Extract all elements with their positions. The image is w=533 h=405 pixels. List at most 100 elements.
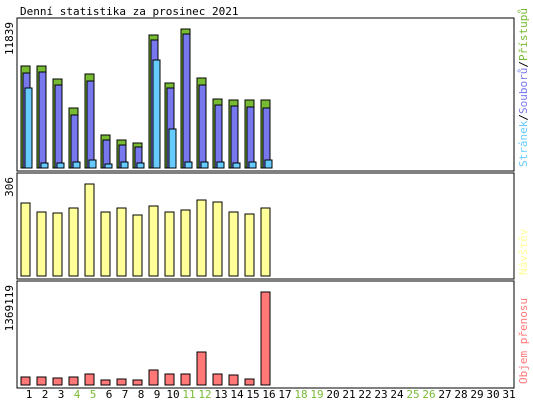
bar-visits-návštěv-day-4	[68, 207, 79, 277]
bar-volume-objem-přenosu-day-7	[116, 378, 127, 386]
panel-legend: Návštěv	[517, 228, 530, 275]
day-label: 15	[246, 388, 259, 401]
bar-volume-objem-přenosu-day-2	[36, 376, 47, 386]
bar-traffic-souborů-day-13	[214, 104, 223, 169]
bar-visits-návštěv-day-8	[132, 214, 143, 277]
day-label: 9	[154, 388, 161, 401]
chart-title: Denní statistika za prosinec 2021	[20, 5, 239, 18]
day-label: 4	[74, 388, 81, 401]
bar-visits-návštěv-day-3	[52, 212, 63, 277]
day-label: 3	[58, 388, 65, 401]
bar-traffic-souborů-day-16	[262, 107, 271, 169]
day-label: 11	[182, 388, 195, 401]
bar-visits-návštěv-day-5	[84, 183, 95, 277]
bar-visits-návštěv-day-14	[228, 211, 239, 277]
bar-volume-objem-přenosu-day-12	[196, 351, 207, 386]
bar-visits-návštěv-day-15	[244, 213, 255, 277]
day-label: 21	[342, 388, 355, 401]
bar-traffic-stránek-day-14	[232, 162, 241, 169]
panel-legend: Stránek/Souborů/Přístupů	[517, 8, 530, 167]
bar-traffic-stránek-day-15	[248, 161, 257, 169]
bar-traffic-stránek-day-12	[200, 161, 209, 169]
bar-visits-návštěv-day-12	[196, 199, 207, 277]
day-label: 31	[502, 388, 515, 401]
day-label: 12	[198, 388, 211, 401]
day-label: 26	[422, 388, 435, 401]
bar-traffic-stránek-day-8	[136, 162, 145, 169]
day-label: 25	[406, 388, 419, 401]
bar-traffic-stránek-day-1	[24, 87, 33, 169]
legend-item: Návštěv	[517, 228, 530, 275]
bar-visits-návštěv-day-10	[164, 211, 175, 277]
bar-traffic-stránek-day-7	[120, 161, 129, 169]
bar-volume-objem-přenosu-day-4	[68, 376, 79, 386]
legend-item: /	[517, 114, 530, 121]
bar-traffic-stránek-day-16	[264, 159, 273, 169]
panel-max-label: 306	[3, 177, 16, 197]
bar-volume-objem-přenosu-day-10	[164, 373, 175, 386]
bar-traffic-stránek-day-4	[72, 161, 81, 169]
bar-traffic-souborů-day-4	[70, 114, 79, 169]
bar-traffic-stránek-day-10	[168, 128, 177, 169]
bar-visits-návštěv-day-9	[148, 205, 159, 277]
day-label: 23	[374, 388, 387, 401]
legend-item: Objem přenosu	[517, 298, 530, 384]
legend-item: Přístupů	[517, 8, 530, 61]
bar-traffic-stránek-day-11	[184, 161, 193, 169]
bar-volume-objem-přenosu-day-5	[84, 373, 95, 386]
bar-visits-návštěv-day-1	[20, 202, 31, 277]
day-label: 16	[262, 388, 275, 401]
panel-visits: 306 Návštěv	[3, 172, 530, 280]
bar-traffic-stránek-day-13	[216, 161, 225, 169]
legend-item: /	[517, 61, 530, 68]
day-label: 2	[42, 388, 49, 401]
bar-traffic-stránek-day-3	[56, 162, 65, 169]
bar-volume-objem-přenosu-day-14	[228, 374, 239, 386]
bar-traffic-stránek-day-2	[40, 162, 49, 169]
bar-traffic-souborů-day-11	[182, 33, 191, 169]
day-label: 19	[310, 388, 323, 401]
bar-volume-objem-přenosu-day-1	[20, 376, 31, 386]
day-label: 22	[358, 388, 371, 401]
bar-volume-objem-přenosu-day-8	[132, 379, 143, 386]
bar-volume-objem-přenosu-day-15	[244, 378, 255, 386]
bar-visits-návštěv-day-13	[212, 201, 223, 277]
bar-visits-návštěv-day-6	[100, 211, 111, 277]
bar-traffic-souborů-day-5	[86, 80, 95, 169]
bar-visits-návštěv-day-16	[260, 207, 271, 277]
bar-traffic-souborů-day-14	[230, 105, 239, 169]
day-label: 27	[438, 388, 451, 401]
panel-max-label: 1369119	[3, 285, 16, 331]
legend-item: Souborů	[517, 68, 530, 114]
x-axis-day-labels: 1 2 3 4 5 6 7 8 9 10 11 12 13 14 15 16 17 18 19 20 21 22 23 24 2…	[26, 388, 516, 401]
bar-volume-objem-přenosu-day-9	[148, 369, 159, 386]
day-label: 8	[138, 388, 145, 401]
bar-visits-návštěv-day-11	[180, 209, 191, 277]
day-label: 30	[486, 388, 499, 401]
panel-volume: 1369119 Objem přenosu	[3, 280, 530, 389]
day-label: 20	[326, 388, 339, 401]
bar-volume-objem-přenosu-day-11	[180, 373, 191, 386]
day-label: 1	[26, 388, 33, 401]
day-label: 10	[166, 388, 179, 401]
bar-volume-objem-přenosu-day-16	[260, 291, 271, 386]
bar-visits-návštěv-day-2	[36, 211, 47, 277]
day-label: 6	[106, 388, 113, 401]
day-label: 7	[122, 388, 129, 401]
legend-item: Stránek	[517, 120, 530, 167]
bar-traffic-stránek-day-6	[104, 163, 113, 169]
day-label: 18	[294, 388, 307, 401]
bar-volume-objem-přenosu-day-13	[212, 373, 223, 386]
bar-traffic-stránek-day-5	[88, 159, 97, 169]
day-label: 29	[470, 388, 483, 401]
day-label: 14	[230, 388, 244, 401]
day-label: 13	[214, 388, 227, 401]
bar-visits-návštěv-day-7	[116, 207, 127, 277]
bar-volume-objem-přenosu-day-6	[100, 379, 111, 386]
bar-traffic-souborů-day-3	[54, 84, 63, 169]
bar-traffic-souborů-day-2	[38, 71, 47, 169]
bar-traffic-stránek-day-9	[152, 59, 161, 169]
